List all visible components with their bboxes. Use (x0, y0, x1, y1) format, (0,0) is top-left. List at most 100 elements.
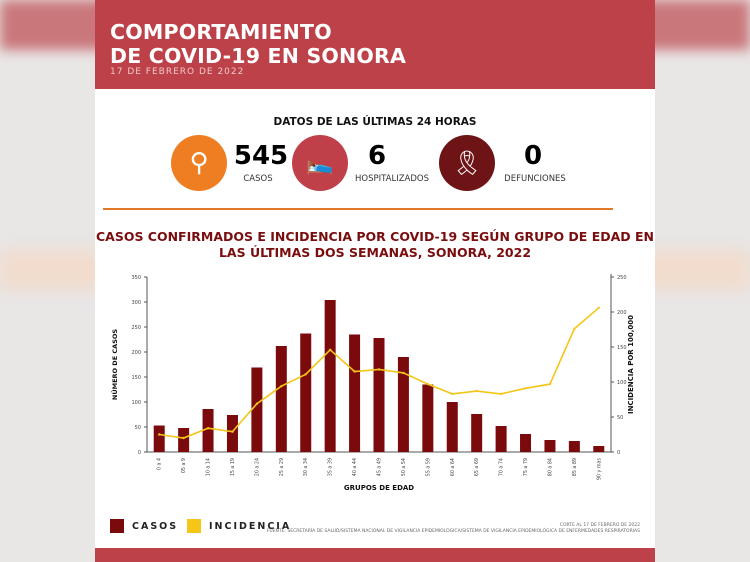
incidence-point (231, 430, 234, 433)
x-tick-label: 30 a 34 (303, 458, 309, 476)
x-tick-label: 90 y mas (596, 458, 602, 481)
x-axis-title: GRUPOS DE EDAD (344, 484, 414, 492)
title-line-2: DE COVID-19 EN SONORA (110, 44, 407, 68)
incidence-point (573, 327, 576, 330)
x-tick-label: 85 a 89 (572, 458, 578, 476)
chart-title: CASOS CONFIRMADOS E INCIDENCIA POR COVID… (95, 229, 655, 260)
bar-65-a-69 (471, 414, 483, 452)
y2-tick-label: 100 (617, 380, 627, 386)
cases-value: 545 (233, 141, 289, 171)
y2-tick-label: 200 (617, 310, 627, 316)
bar-10-a-14 (202, 409, 214, 452)
bar-55-a-59 (422, 384, 434, 452)
bar-70-a-74 (495, 426, 507, 452)
incidence-point (353, 370, 356, 373)
bar-60-a-64 (446, 402, 458, 452)
y-tick-label: 200 (131, 350, 141, 356)
x-tick-label: 50 a 54 (401, 458, 407, 476)
legend-casos: CASOS (110, 519, 178, 533)
x-tick-label: 10 a 14 (206, 458, 212, 476)
x-tick-label: 0 a 4 (157, 458, 163, 470)
x-tick-label: 60 a 64 (450, 458, 456, 476)
y2-tick-label: 50 (617, 415, 623, 421)
x-tick-label: 65 a 69 (474, 458, 480, 476)
legend-swatch-casos (110, 519, 124, 533)
x-tick-label: 40 a 44 (352, 458, 358, 476)
incidence-point (524, 387, 527, 390)
incidence-point (328, 348, 332, 351)
x-tick-label: 55 a 59 (425, 458, 431, 476)
page-title: COMPORTAMIENTO DE COVID-19 EN SONORA (110, 20, 406, 68)
cases-label: CASOS (243, 174, 273, 184)
virus-magnifier-icon: ⚲ (171, 135, 227, 191)
x-tick-label: 45 a 49 (377, 458, 383, 476)
x-tick-label: 70 a 74 (499, 458, 505, 476)
x-tick-label: 80 a 84 (547, 458, 553, 476)
ribbon-icon: 🎗 (439, 135, 495, 191)
x-tick-label: 75 a 79 (523, 458, 529, 476)
y-tick-label: 250 (131, 325, 141, 331)
incidence-point (206, 427, 210, 430)
legend-label-casos: CASOS (132, 520, 179, 532)
source-text: FUENTE: SECRETARÍA DE SALUD/SISTEMA NACI… (266, 529, 640, 534)
y2-tick-label: 150 (617, 345, 627, 351)
incidence-point (255, 402, 259, 405)
bar-90-y-mas (593, 446, 605, 452)
y2-axis-title: INCIDENCIA POR 100,000 (627, 315, 635, 414)
bar-80-a-84 (544, 440, 556, 452)
hospital-bed-icon: 🛌 (292, 135, 348, 191)
incidence-point (402, 371, 405, 375)
y-tick-label: 150 (131, 375, 141, 381)
bar-05-a-9 (178, 428, 190, 452)
header-banner: COMPORTAMIENTO DE COVID-19 EN SONORA 17 D… (95, 0, 655, 89)
hospitalized-label: HOSPITALIZADOS (355, 174, 429, 184)
bar-40-a-44 (349, 334, 361, 452)
incidence-point (499, 392, 503, 396)
legend-swatch-incidencia (187, 519, 201, 533)
legend-label-incidencia: INCIDENCIA (209, 520, 292, 532)
incidence-point (597, 306, 600, 309)
date: 17 DE FEBRERO DE 2022 (110, 67, 245, 77)
x-tick-label: 35 a 39 (328, 458, 334, 476)
bar-20-a-24 (251, 367, 263, 452)
bar-35-a-39 (324, 300, 336, 452)
legend-incidencia: INCIDENCIA (187, 519, 291, 533)
bar-15-a-19 (226, 415, 238, 452)
incidence-point (475, 389, 478, 393)
footer-banner (95, 548, 655, 562)
y-tick-label: 0 (138, 450, 141, 456)
infographic: COMPORTAMIENTO DE COVID-19 EN SONORA 17 D… (95, 0, 655, 562)
y-tick-label: 300 (131, 300, 141, 306)
x-tick-label: 20 a 24 (254, 458, 260, 476)
y2-tick-label: 250 (617, 275, 627, 281)
bar-0-a-4 (153, 425, 165, 452)
chart: 0 50 100 150 200 250 300 350 0 50 100 150 200 250 0 a … (110, 274, 635, 492)
x-tick-label: 25 a 29 (279, 458, 285, 476)
bar-50-a-54 (397, 357, 409, 452)
bar-85-a-89 (568, 441, 580, 452)
cutoff-note: CORTE AL 17 DE FEBRERO DE 2022 (559, 523, 640, 528)
y-axis-title: NÚMERO DE CASOS (110, 329, 119, 401)
incidence-point (158, 433, 161, 436)
incidence-point (548, 382, 552, 386)
deaths-label: DEFUNCIONES (504, 174, 566, 184)
y-tick-label: 50 (135, 425, 141, 431)
incidence-point (304, 373, 307, 376)
y-tick-label: 350 (131, 275, 141, 281)
incidence-point (280, 385, 283, 388)
incidence-point (426, 382, 430, 386)
x-tick-label: 15 a 19 (230, 458, 236, 476)
title-line-1: COMPORTAMIENTO (110, 20, 332, 44)
bar-30-a-34 (300, 333, 312, 452)
incidence-point (451, 392, 454, 396)
deaths-value: 0 (523, 141, 543, 171)
divider (103, 208, 613, 210)
bar-45-a-49 (373, 338, 385, 452)
source-note: CORTE AL 17 DE FEBRERO DE 2022 FUENTE: SE… (267, 523, 640, 535)
bar-25-a-29 (275, 346, 287, 452)
stats-heading: DATOS DE LAS ÚLTIMAS 24 HORAS (273, 116, 477, 128)
incidence-point (182, 436, 185, 440)
incidence-point (377, 368, 381, 371)
x-tick-label: 05 a 9 (181, 458, 187, 473)
y-tick-label: 100 (131, 400, 141, 406)
